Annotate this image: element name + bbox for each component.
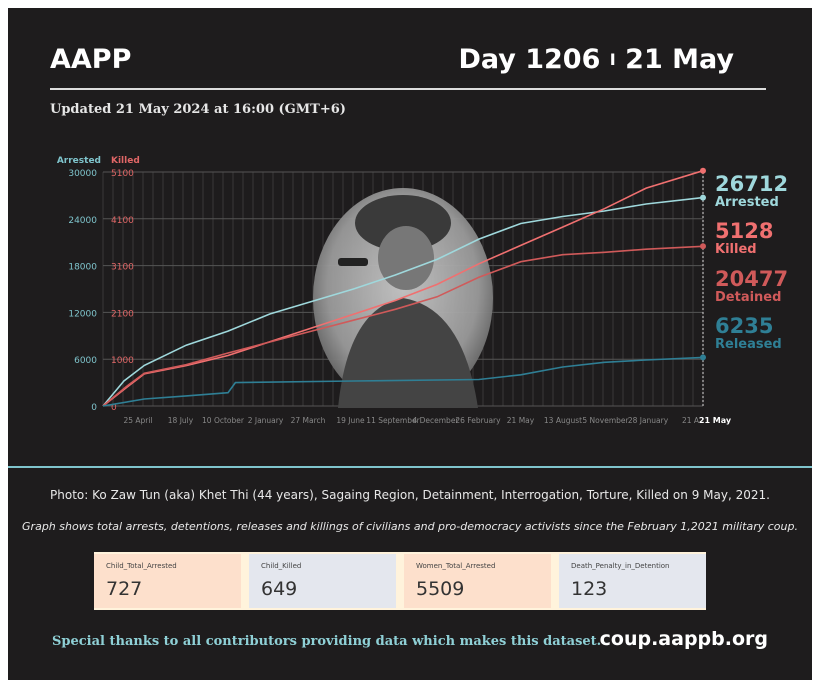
stat-label: Child_Killed — [261, 562, 302, 570]
left-tick-label: 30000 — [68, 169, 97, 179]
series-end-point — [700, 354, 706, 361]
stat-card: Women_Total_Arrested 5509 — [404, 554, 551, 608]
series-line-arrested — [102, 196, 704, 407]
x-tick-label: 10 October — [202, 416, 245, 425]
stat-card: Death_Penalty_in_Detention 123 — [559, 554, 706, 608]
stat-label: Child_Total_Arrested — [106, 562, 177, 570]
x-tick-label: 18 July — [168, 416, 194, 425]
x-tick-label: 21 May — [699, 416, 732, 425]
cumulative-chart: 0 0 6000 1000 12000 2100 18000 3100 24000 4100 300… — [57, 156, 788, 425]
right-axis-label: Killed — [111, 156, 140, 166]
series-end-value: 5128 — [715, 219, 773, 243]
x-tick-label: 21 A — [682, 416, 700, 425]
x-tick-label: 13 August — [544, 416, 582, 425]
right-tick-label: 1000 — [111, 356, 134, 366]
left-tick-label: 12000 — [68, 309, 97, 319]
divider — [50, 88, 766, 90]
microphone-icon — [338, 258, 368, 266]
updated-timestamp: Updated 21 May 2024 at 16:00 (GMT+6) — [50, 102, 346, 117]
right-tick-label: 2100 — [111, 309, 134, 319]
brand-title: AAPP — [50, 44, 132, 75]
right-tick-label: 5100 — [111, 169, 134, 179]
stat-cards: Child_Total_Arrested 727 Child_Killed 649 Wo… — [94, 552, 706, 610]
x-tick-label: 28 January — [628, 416, 669, 425]
graph-caption: Graph shows total arrests, detentions, r… — [22, 520, 798, 533]
x-tick-label: 11 September — [366, 416, 420, 425]
left-axis-label: Arrested — [57, 156, 101, 166]
day-label: Day 1206 — [458, 44, 601, 75]
right-tick-label: 3100 — [111, 263, 134, 273]
left-tick-label: 0 — [91, 403, 97, 413]
series-end-value: 26712 — [715, 172, 788, 196]
right-tick-label: 0 — [111, 403, 117, 413]
divider — [8, 466, 812, 468]
series-end-value: 6235 — [715, 314, 773, 338]
face-silhouette — [378, 226, 434, 290]
stat-value: 727 — [106, 578, 143, 600]
separator: I — [609, 50, 616, 69]
series-end-value: 20477 — [715, 267, 788, 291]
series-end-point — [700, 243, 706, 250]
x-tick-label: 26 February — [455, 416, 501, 425]
series-end-point — [700, 194, 706, 201]
series-name-label: Detained — [715, 290, 781, 305]
website-link[interactable]: coup.aappb.org — [599, 628, 768, 650]
x-tick-label: 21 May — [507, 416, 535, 425]
x-tick-label: 19 June — [336, 416, 365, 425]
x-tick-label: 4 December — [412, 416, 459, 425]
x-tick-label: 5 November — [582, 416, 629, 425]
stat-card: Child_Total_Arrested 727 — [94, 554, 241, 608]
stat-value: 649 — [261, 578, 298, 600]
date-label: 21 May — [625, 44, 734, 75]
x-tick-label: 25 April — [123, 416, 152, 425]
right-tick-label: 4100 — [111, 216, 134, 226]
series-line-detained — [102, 245, 704, 407]
stat-value: 123 — [571, 578, 608, 600]
photo-caption: Photo: Ko Zaw Tun (aka) Khet Thi (44 yea… — [50, 488, 770, 502]
thanks-note: Special thanks to all contributors provi… — [52, 634, 602, 649]
x-tick-label: 2 January — [248, 416, 284, 425]
stat-value: 5509 — [416, 578, 465, 600]
x-tick-label: 27 March — [291, 416, 326, 425]
infographic-panel: AAPP Day 1206 I 21 May Updated 21 May 20… — [8, 8, 812, 680]
series-name-label: Released — [715, 337, 782, 352]
series-line-released — [102, 356, 704, 407]
left-tick-label: 6000 — [74, 356, 97, 366]
left-tick-label: 24000 — [68, 216, 97, 226]
stat-card: Child_Killed 649 — [249, 554, 396, 608]
series-name-label: Arrested — [715, 195, 779, 210]
stat-label: Death_Penalty_in_Detention — [571, 562, 670, 570]
stat-label: Women_Total_Arrested — [416, 562, 496, 570]
left-tick-label: 18000 — [68, 263, 97, 273]
series-end-point — [700, 167, 706, 174]
day-counter: Day 1206 I 21 May — [458, 44, 734, 75]
series-name-label: Killed — [715, 242, 757, 257]
